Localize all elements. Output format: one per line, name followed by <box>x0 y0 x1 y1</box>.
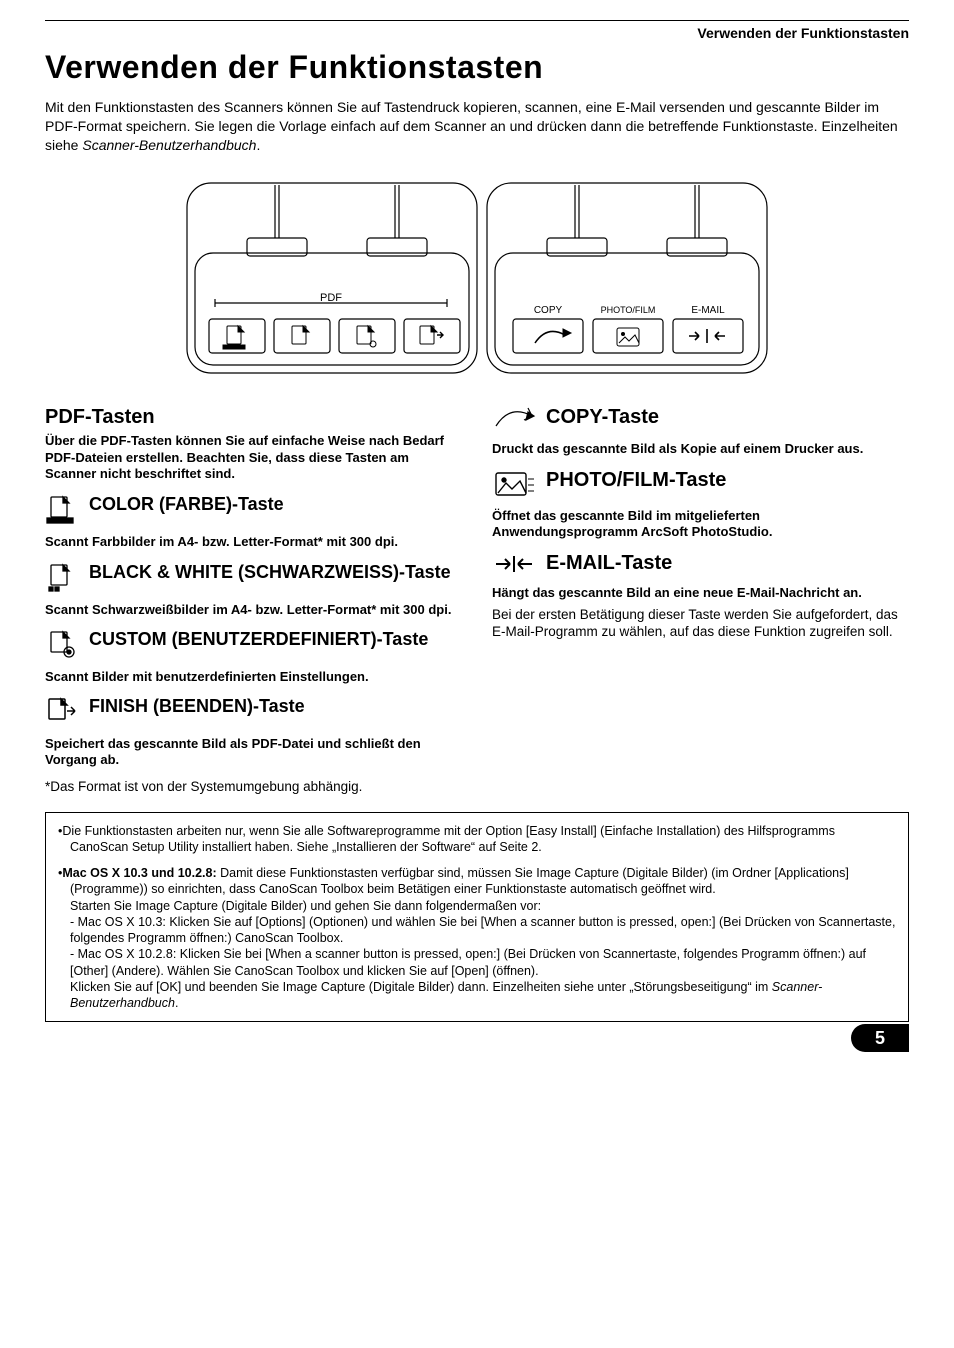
right-column: COPY-Taste Druckt das gescannte Bild als… <box>492 406 909 812</box>
copy-desc: Druckt das gescannte Bild als Kopie auf … <box>492 441 909 457</box>
email-desc: Bei der ersten Betätigung dieser Taste w… <box>492 606 909 641</box>
pdf-finish-icon <box>45 697 79 732</box>
format-footnote: *Das Format ist von der Systemumgebung a… <box>45 779 462 794</box>
photo-desc: Öffnet das gescannte Bild im mitgeliefer… <box>492 508 909 541</box>
note2-strong: Mac OS X 10.3 und 10.2.8: <box>62 866 216 880</box>
note1-text: Die Funktionstasten arbeiten nur, wenn S… <box>62 824 835 854</box>
left-column: PDF-Tasten Über die PDF-Tasten können Si… <box>45 406 462 812</box>
bw-section: BLACK & WHITE (SCHWARZWEISS)-Taste <box>45 563 462 598</box>
footer-area: 5 <box>45 1022 909 1062</box>
running-head: Verwenden der Funktionstasten <box>45 25 909 41</box>
note-bullet-1: •Die Funktionstasten arbeiten nur, wenn … <box>58 823 896 856</box>
content-columns: PDF-Tasten Über die PDF-Tasten können Si… <box>45 406 909 812</box>
pdf-intro: Über die PDF-Tasten können Sie auf einfa… <box>45 433 462 484</box>
bw-desc: Scannt Schwarzweißbilder im A4- bzw. Let… <box>45 602 462 618</box>
email-section: E-MAIL-Taste <box>492 552 909 581</box>
copy-icon <box>492 406 536 437</box>
color-desc: Scannt Farbbilder im A4- bzw. Letter-For… <box>45 534 462 550</box>
intro-suffix: . <box>256 137 260 153</box>
pdf-custom-icon <box>45 630 79 665</box>
page-title: Verwenden der Funktionstasten <box>45 49 909 86</box>
note2-c: - Mac OS X 10.3: Klicken Sie auf [Option… <box>70 915 895 945</box>
pdf-bw-icon <box>45 563 79 598</box>
email-desc-bold: Hängt das gescannte Bild an eine neue E-… <box>492 585 909 601</box>
notes-box: •Die Funktionstasten arbeiten nur, wenn … <box>45 812 909 1023</box>
finish-section: FINISH (BEENDEN)-Taste <box>45 697 462 732</box>
intro-ref: Scanner-Benutzerhandbuch <box>82 137 256 153</box>
email-heading: E-MAIL-Taste <box>546 552 672 574</box>
note2-e-suffix: . <box>175 996 178 1010</box>
copy-section: COPY-Taste <box>492 406 909 437</box>
photo-icon <box>492 469 536 504</box>
diagram-photofilm-label: PHOTO/FILM <box>601 305 656 315</box>
color-section: COLOR (FARBE)-Taste <box>45 495 462 530</box>
bw-heading: BLACK & WHITE (SCHWARZWEISS)-Taste <box>89 563 451 583</box>
note2-e-prefix: Klicken Sie auf [OK] und beenden Sie Ima… <box>70 980 772 994</box>
email-icon <box>492 552 536 581</box>
photo-section: PHOTO/FILM-Taste <box>492 469 909 504</box>
pdf-color-icon <box>45 495 79 530</box>
custom-section: CUSTOM (BENUTZERDEFINIERT)-Taste <box>45 630 462 665</box>
page-number: 5 <box>851 1024 909 1052</box>
pdf-heading: PDF-Tasten <box>45 406 462 429</box>
diagram-pdf-label: PDF <box>320 292 342 304</box>
finish-heading: FINISH (BEENDEN)-Taste <box>89 697 305 717</box>
custom-desc: Scannt Bilder mit benutzerdefinierten Ei… <box>45 669 462 685</box>
diagram-email-label: E-MAIL <box>691 305 725 316</box>
note-bullet-2: •Mac OS X 10.3 und 10.2.8: Damit diese F… <box>58 865 896 1011</box>
finish-desc: Speichert das gescannte Bild als PDF-Dat… <box>45 736 462 769</box>
scanner-diagram-svg: PDF COPY PHOTO/FILM E-MAIL <box>167 173 787 383</box>
copy-heading: COPY-Taste <box>546 406 659 428</box>
intro-paragraph: Mit den Funktionstasten des Scanners kön… <box>45 98 909 155</box>
color-heading: COLOR (FARBE)-Taste <box>89 495 284 515</box>
custom-heading: CUSTOM (BENUTZERDEFINIERT)-Taste <box>89 630 428 650</box>
note2-d: - Mac OS X 10.2.8: Klicken Sie bei [When… <box>70 947 866 977</box>
scanner-diagram: PDF COPY PHOTO/FILM E-MAIL <box>45 173 909 388</box>
header-rule <box>45 20 909 21</box>
photo-heading: PHOTO/FILM-Taste <box>546 469 726 491</box>
note2-b: Starten Sie Image Capture (Digitale Bild… <box>70 899 541 913</box>
diagram-copy-label: COPY <box>534 305 563 316</box>
